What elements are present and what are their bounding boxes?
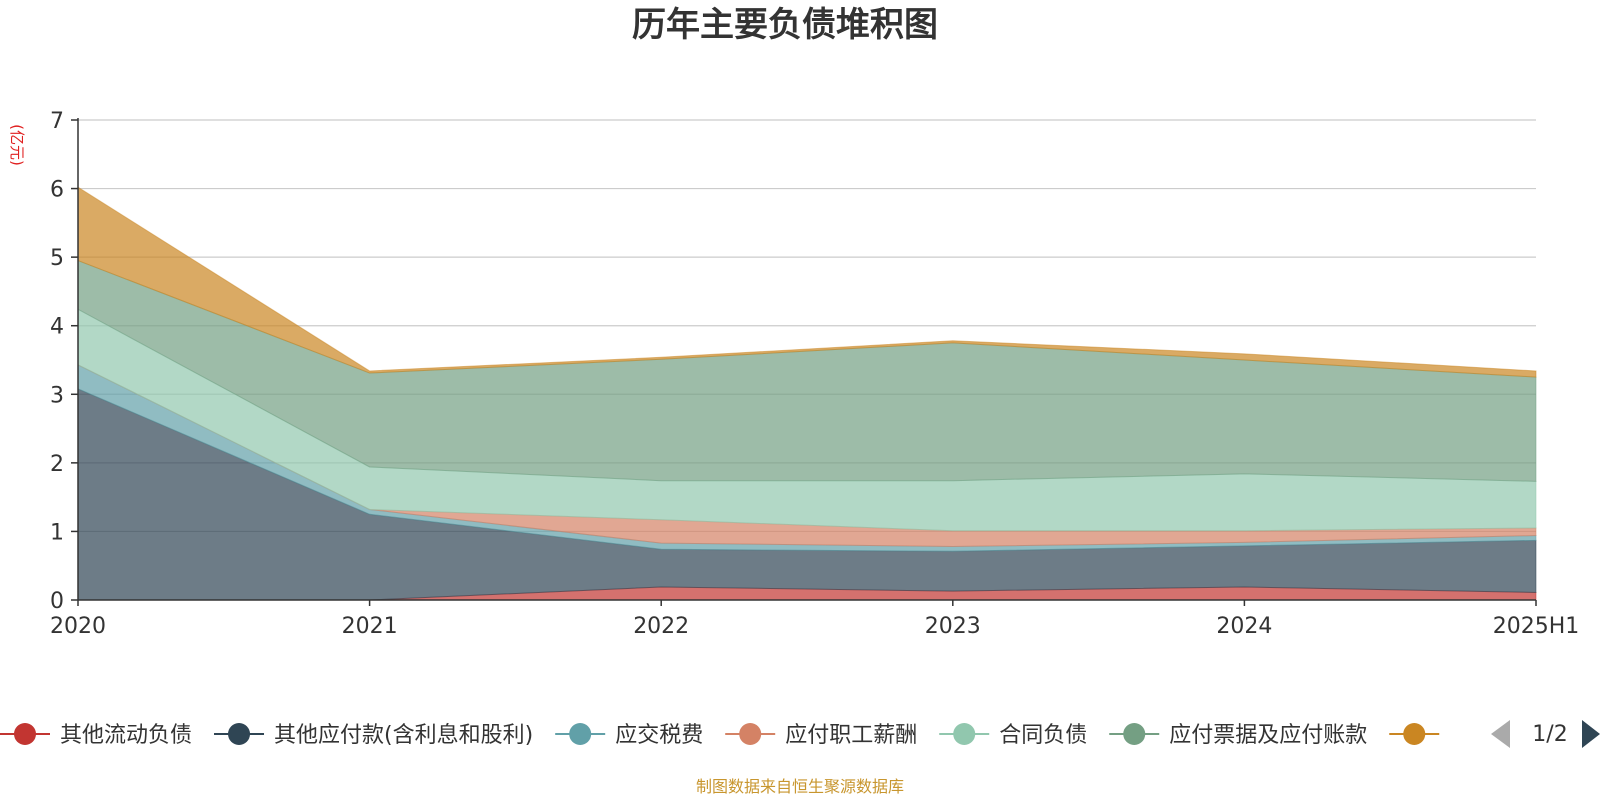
legend-circle-marker bbox=[739, 723, 762, 745]
legend-circle-marker bbox=[569, 723, 592, 745]
legend-item[interactable]: 合同负债 bbox=[939, 723, 1087, 748]
legend-label: 应付职工薪酬 bbox=[785, 723, 917, 748]
legend-label: 其他应付款(含利息和股利) bbox=[274, 723, 533, 748]
x-tick-label: 2020 bbox=[50, 614, 106, 639]
y-tick-label: 7 bbox=[50, 109, 64, 134]
y-tick-label: 1 bbox=[50, 520, 64, 545]
axes: 0 1 2 3 4 5 6 7 2020 2021 2022 2023 2024 2025H1 bbox=[50, 109, 1579, 639]
y-tick-label: 3 bbox=[50, 383, 64, 408]
x-tick-label: 2023 bbox=[925, 614, 981, 639]
legend-item[interactable]: 其他流动负债 bbox=[0, 723, 192, 748]
legend-label: 合同负债 bbox=[999, 723, 1087, 748]
legend-circle-marker bbox=[14, 723, 36, 745]
y-tick-label: 4 bbox=[50, 315, 64, 340]
legend-label: 应交税费 bbox=[615, 723, 703, 748]
data-source-note: 制图数据来自恒生聚源数据库 bbox=[696, 777, 904, 796]
y-axis-unit-label: (亿元) bbox=[8, 124, 26, 166]
legend-items: 其他流动负债 其他应付款(含利息和股利) 应交税费 应付职工薪酬 合同负债 应付票据及应付… bbox=[0, 723, 1440, 748]
x-tick-label: 2021 bbox=[342, 614, 398, 639]
legend-item[interactable]: 应付票据及应付账款 bbox=[1109, 723, 1367, 748]
legend-label: 应付票据及应付账款 bbox=[1169, 723, 1367, 748]
legend-item-partial[interactable] bbox=[1389, 723, 1440, 745]
legend-item[interactable]: 其他应付款(含利息和股利) bbox=[214, 723, 533, 748]
chart-title: 历年主要负债堆积图 bbox=[632, 5, 938, 45]
legend-next-page-icon[interactable] bbox=[1582, 720, 1600, 748]
x-tick-label: 2022 bbox=[633, 614, 689, 639]
legend: 其他流动负债 其他应付款(含利息和股利) 应交税费 应付职工薪酬 合同负债 应付票据及应付… bbox=[0, 720, 1600, 748]
legend-circle-marker bbox=[228, 723, 251, 745]
legend-circle-marker bbox=[953, 723, 976, 745]
area-series bbox=[77, 186, 1537, 601]
legend-item[interactable]: 应交税费 bbox=[555, 723, 703, 748]
y-tick-label: 5 bbox=[50, 246, 64, 271]
x-tick-label: 2025H1 bbox=[1493, 614, 1580, 639]
legend-item[interactable]: 应付职工薪酬 bbox=[725, 723, 917, 748]
y-tick-label: 6 bbox=[50, 178, 64, 203]
area-其他 bbox=[77, 186, 1537, 378]
legend-page-indicator: 1/2 bbox=[1532, 722, 1567, 747]
legend-circle-marker bbox=[1403, 723, 1426, 745]
legend-prev-page-icon[interactable] bbox=[1491, 720, 1510, 748]
y-tick-label: 2 bbox=[50, 452, 64, 477]
legend-label: 其他流动负债 bbox=[60, 723, 192, 748]
legend-circle-marker bbox=[1123, 723, 1146, 745]
x-tick-label: 2024 bbox=[1216, 614, 1272, 639]
y-tick-label: 0 bbox=[50, 589, 64, 614]
